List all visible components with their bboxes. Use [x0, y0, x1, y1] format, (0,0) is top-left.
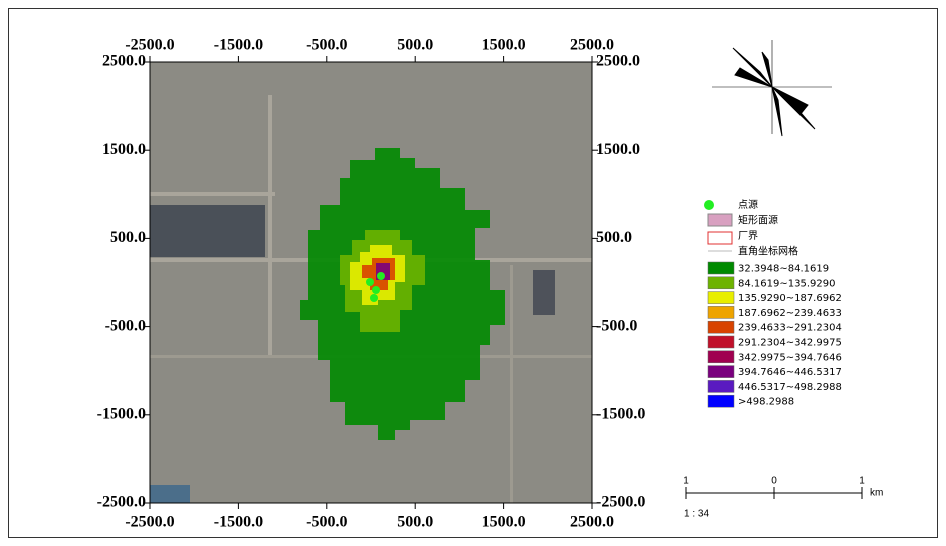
map-figure: 1 0 1 km 1 : 34 -2500.0 -2500.0 -1500.0 -15…: [0, 0, 946, 546]
y-tick-label: 1500.0: [596, 141, 640, 158]
y-tick-label: -500.0: [105, 317, 146, 334]
legend-label: 矩形面源: [738, 214, 778, 227]
legend-label: 446.5317~498.2988: [738, 382, 842, 393]
scale-ratio: 1 : 34: [684, 509, 709, 520]
legend-label: 84.1619~135.9290: [738, 278, 835, 289]
scale-label: 1: [683, 476, 689, 487]
y-tick-label: 2500.0: [102, 53, 146, 70]
boundary-symbol: [708, 232, 732, 244]
legend-label: 点源: [738, 198, 758, 211]
y-tick-label: -1500.0: [596, 405, 645, 422]
y-tick-label: -2500.0: [97, 494, 146, 511]
legend-label: 直角坐标网格: [738, 245, 798, 258]
x-tick-label: 2500.0: [570, 37, 614, 54]
y-tick-label: -2500.0: [596, 494, 645, 511]
x-tick-label: -1500.0: [214, 37, 263, 54]
legend-label: 135.9290~187.6962: [738, 293, 842, 304]
point-source-symbol: [704, 200, 714, 210]
x-tick-label: -2500.0: [125, 37, 174, 54]
scale-label: 0: [771, 476, 777, 487]
legend-label: >498.2988: [738, 397, 794, 408]
y-tick-label: -1500.0: [97, 405, 146, 422]
legend-swatch: [708, 306, 734, 318]
legend-swatch: [708, 336, 734, 348]
legend-label: 342.9975~394.7646: [738, 352, 842, 363]
y-tick-label: -500.0: [596, 317, 637, 334]
scale-bar: [686, 487, 862, 499]
legend-label: 厂界: [738, 230, 758, 242]
legend-swatch: [708, 292, 734, 304]
x-tick-label: -500.0: [306, 514, 347, 531]
x-tick-label: 500.0: [397, 514, 433, 531]
legend-label: 187.6962~239.4633: [738, 308, 842, 319]
legend-swatch: [708, 277, 734, 289]
x-tick-label: 1500.0: [482, 514, 526, 531]
y-tick-label: 500.0: [596, 229, 632, 246]
y-tick-label: 1500.0: [102, 141, 146, 158]
x-tick-label: -1500.0: [214, 514, 263, 531]
legend: [704, 200, 732, 251]
x-tick-label: 500.0: [397, 37, 433, 54]
legend-label: 32.3948~84.1619: [738, 264, 829, 275]
legend-label: 291.2304~342.9975: [738, 338, 842, 349]
x-tick-label: -500.0: [306, 37, 347, 54]
y-tick-label: 2500.0: [596, 53, 640, 70]
x-tick-label: 1500.0: [482, 37, 526, 54]
legend-swatch: [708, 321, 734, 333]
scale-label: 1: [859, 476, 865, 487]
x-tick-label: -2500.0: [125, 514, 174, 531]
wind-rose: [712, 40, 832, 136]
legend-label: 394.7646~446.5317: [738, 367, 842, 378]
y-tick-label: 500.0: [110, 229, 146, 246]
legend-label: 239.4633~291.2304: [738, 323, 842, 334]
scale-unit: km: [870, 488, 883, 499]
legend-swatch: [708, 366, 734, 378]
x-tick-label: 2500.0: [570, 514, 614, 531]
legend-swatch: [708, 262, 734, 274]
legend-swatch: [708, 395, 734, 407]
legend-swatch: [708, 380, 734, 392]
legend-swatch: [708, 351, 734, 363]
area-source-symbol: [708, 214, 732, 226]
